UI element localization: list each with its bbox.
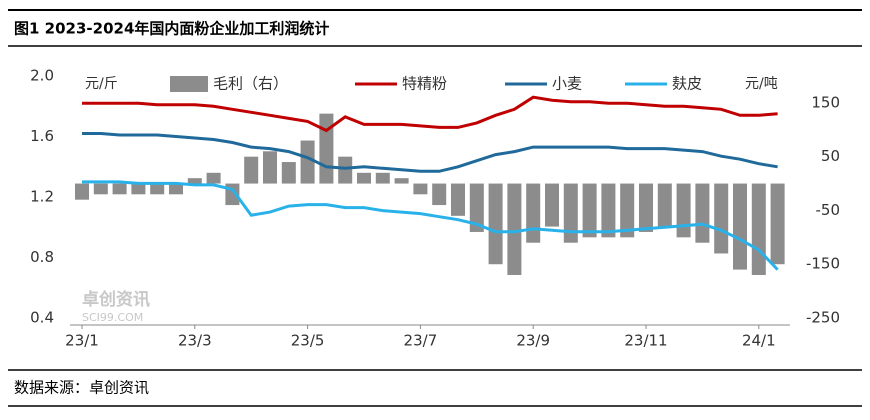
chart-title: 图1 2023-2024年国内面粉企业加工利润统计 <box>14 20 329 38</box>
y-tick-label: 2.0 <box>30 67 54 85</box>
x-tick-label: 24/1 <box>742 332 776 350</box>
bar <box>770 183 785 265</box>
bar <box>394 178 409 184</box>
bar <box>488 183 503 265</box>
bar <box>338 156 353 184</box>
bar <box>93 183 108 195</box>
bar <box>357 172 371 184</box>
y2-tick-label: 150 <box>811 93 840 111</box>
bar <box>244 156 259 184</box>
bar <box>601 183 616 238</box>
y-tick-label: 1.6 <box>30 127 54 145</box>
source: 数据来源：卓创资讯 <box>14 379 149 397</box>
y2-axis-unit: 元/吨 <box>745 76 778 92</box>
bar <box>657 183 672 227</box>
bar <box>206 172 221 184</box>
bar <box>432 183 447 206</box>
bar <box>263 151 277 184</box>
line-series <box>82 132 778 173</box>
bar <box>582 183 597 238</box>
legend-label: 毛利（右） <box>213 75 288 93</box>
bar <box>676 183 691 238</box>
y-tick-label: 1.2 <box>30 188 54 206</box>
bar <box>375 172 390 184</box>
bar <box>526 183 541 243</box>
bar <box>281 162 296 184</box>
x-tick-label: 23/7 <box>404 332 438 350</box>
bar <box>563 183 578 243</box>
line-series <box>82 95 778 133</box>
bar <box>169 183 183 195</box>
y2-tick-label: -250 <box>806 309 840 327</box>
bar <box>451 183 465 216</box>
bar <box>507 183 522 275</box>
bar <box>639 183 653 232</box>
legend-label: 小麦 <box>552 75 582 93</box>
y-axis-unit: 元/斤 <box>85 76 118 92</box>
bar <box>131 183 146 195</box>
x-tick-label: 23/5 <box>291 332 325 350</box>
legend-swatch <box>170 76 208 92</box>
bar <box>75 183 89 200</box>
legend-label: 麸皮 <box>672 75 702 93</box>
bar <box>714 183 729 254</box>
bar <box>751 183 766 275</box>
legend-label: 特精粉 <box>402 75 447 93</box>
bar <box>150 183 165 195</box>
y2-tick-label: -50 <box>816 201 841 219</box>
line-series <box>82 180 779 271</box>
bar <box>733 183 747 270</box>
y2-tick-label: -150 <box>806 255 840 273</box>
bar <box>695 183 710 243</box>
bar <box>469 183 484 232</box>
y-tick-label: 0.4 <box>30 309 54 327</box>
y2-tick-label: 50 <box>821 147 840 165</box>
bar <box>112 183 127 195</box>
bar <box>300 140 315 184</box>
bar <box>545 183 559 227</box>
bar <box>319 113 334 184</box>
x-tick-label: 23/9 <box>516 332 550 350</box>
x-tick-label: 23/1 <box>65 332 99 350</box>
x-tick-label: 23/11 <box>624 332 667 350</box>
y-tick-label: 0.8 <box>30 248 54 266</box>
watermark: 卓创资讯 <box>82 289 150 310</box>
bar <box>413 183 428 195</box>
x-tick-label: 23/3 <box>178 332 212 350</box>
bar <box>187 178 202 184</box>
bar <box>620 183 635 238</box>
watermark-sub: SCI99.COM <box>82 311 143 324</box>
